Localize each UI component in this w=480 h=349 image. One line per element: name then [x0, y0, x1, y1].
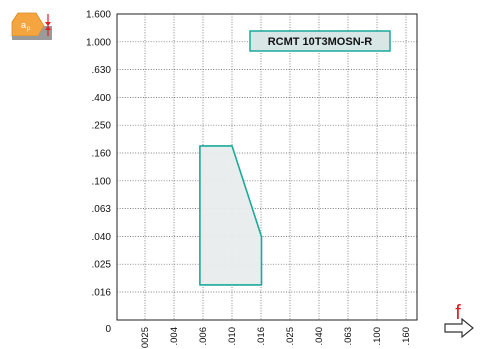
x-tick-label: .004: [169, 327, 180, 346]
x-tick-label: .160: [401, 327, 412, 346]
y-tick-label: .100: [92, 176, 112, 187]
x-tick-label: .016: [256, 327, 267, 346]
y-axis-label: a: [21, 20, 26, 30]
data-region: [199, 145, 263, 286]
x-tick-label: .040: [314, 327, 325, 346]
y-tick-label: .400: [92, 93, 112, 104]
plot-area: [116, 13, 418, 321]
y-tick-label: 1.600: [86, 10, 111, 21]
x-tick-label: .063: [343, 327, 354, 346]
y-tick-label: .025: [92, 260, 112, 271]
y-axis-label-subscript: p: [27, 26, 31, 32]
x-tick-label: .010: [227, 327, 238, 346]
arrow-right-icon: [444, 317, 474, 339]
y-tick-label: 0: [105, 324, 111, 335]
grid: [117, 14, 417, 320]
x-axis-label: f: [455, 302, 461, 324]
y-tick-label: .016: [92, 288, 112, 299]
x-tick-label: .100: [372, 327, 383, 346]
x-tick-label: .025: [285, 327, 296, 346]
depth-of-cut-icon: a p: [11, 12, 52, 44]
y-tick-labels: 1.600 1.000 .630 .400 .250 .160 .100 .063 .040 .0…: [86, 10, 111, 336]
x-tick-label: .0025: [140, 327, 151, 349]
y-tick-label: .250: [92, 121, 112, 132]
chart-title: RCMT 10T3MOSN-R: [268, 36, 373, 48]
y-tick-label: .630: [92, 65, 112, 76]
x-tick-labels: .0025 .004 .006 .010 .016 .025 .040 .063 .100 .16…: [140, 327, 412, 349]
y-tick-label: .063: [92, 204, 112, 215]
y-tick-label: .040: [92, 232, 112, 243]
y-tick-label: .160: [92, 149, 112, 160]
application-range-polygon: [199, 145, 263, 286]
title-badge: RCMT 10T3MOSN-R: [249, 30, 391, 52]
y-tick-label: 1.000: [86, 37, 111, 48]
x-tick-label: .006: [198, 327, 209, 346]
